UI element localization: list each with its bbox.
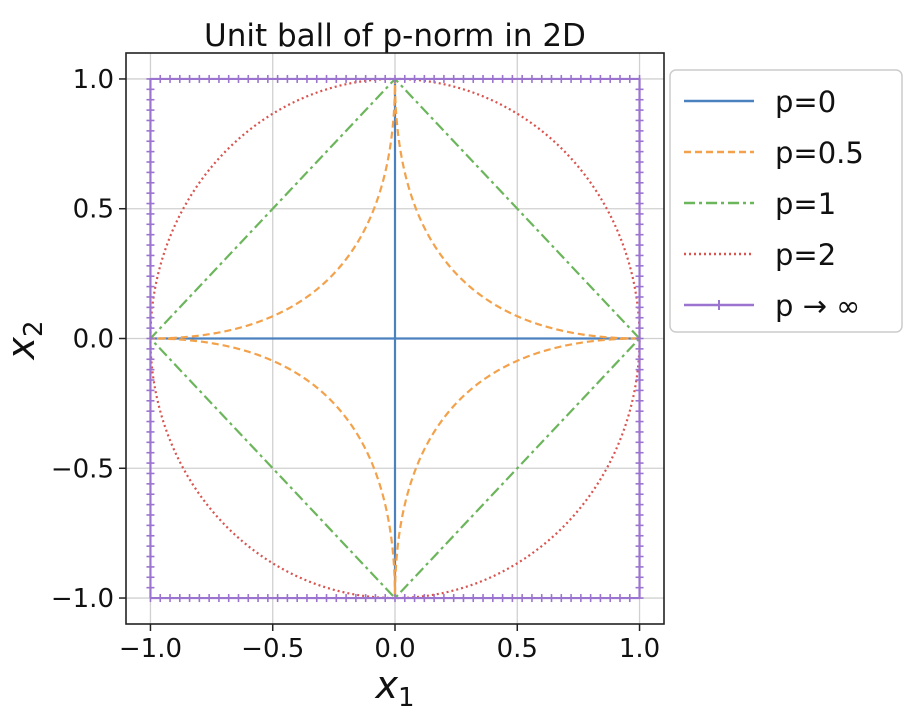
x-tick-label: 0.5: [497, 634, 538, 664]
series-p-0: [150, 78, 640, 599]
legend-label: p=0.5: [775, 136, 864, 170]
plot-series: [146, 74, 644, 603]
x-tick-label: 1.0: [619, 634, 660, 664]
axis-ticks: −1.0 −0.5 0.0 0.5 1.0 −1.0 −0.5 0.0 0.5 1.0: [51, 65, 660, 664]
chart-title: Unit ball of p-norm in 2D: [204, 18, 586, 54]
y-axis-label: x2: [0, 320, 49, 360]
legend-label: p=0: [775, 85, 836, 119]
x-tick-label: −0.5: [241, 634, 304, 664]
y-tick-label: 1.0: [73, 65, 114, 95]
y-tick-label: −1.0: [51, 584, 114, 614]
legend-box: [669, 69, 903, 333]
legend-label: p=1: [775, 187, 836, 221]
legend-label: p=2: [775, 238, 836, 272]
legend-label: p → ∞: [775, 289, 860, 323]
x-tick-label: 0.0: [374, 634, 415, 664]
y-tick-label: 0.5: [73, 195, 114, 225]
legend: p=0 p=0.5 p=1 p=2 p → ∞: [669, 69, 903, 333]
series-p-: [146, 74, 644, 603]
x-tick-label: −1.0: [119, 634, 182, 664]
x-axis-label: x1: [374, 663, 414, 713]
y-tick-label: 0.0: [73, 325, 114, 355]
y-tick-label: −0.5: [51, 454, 114, 484]
